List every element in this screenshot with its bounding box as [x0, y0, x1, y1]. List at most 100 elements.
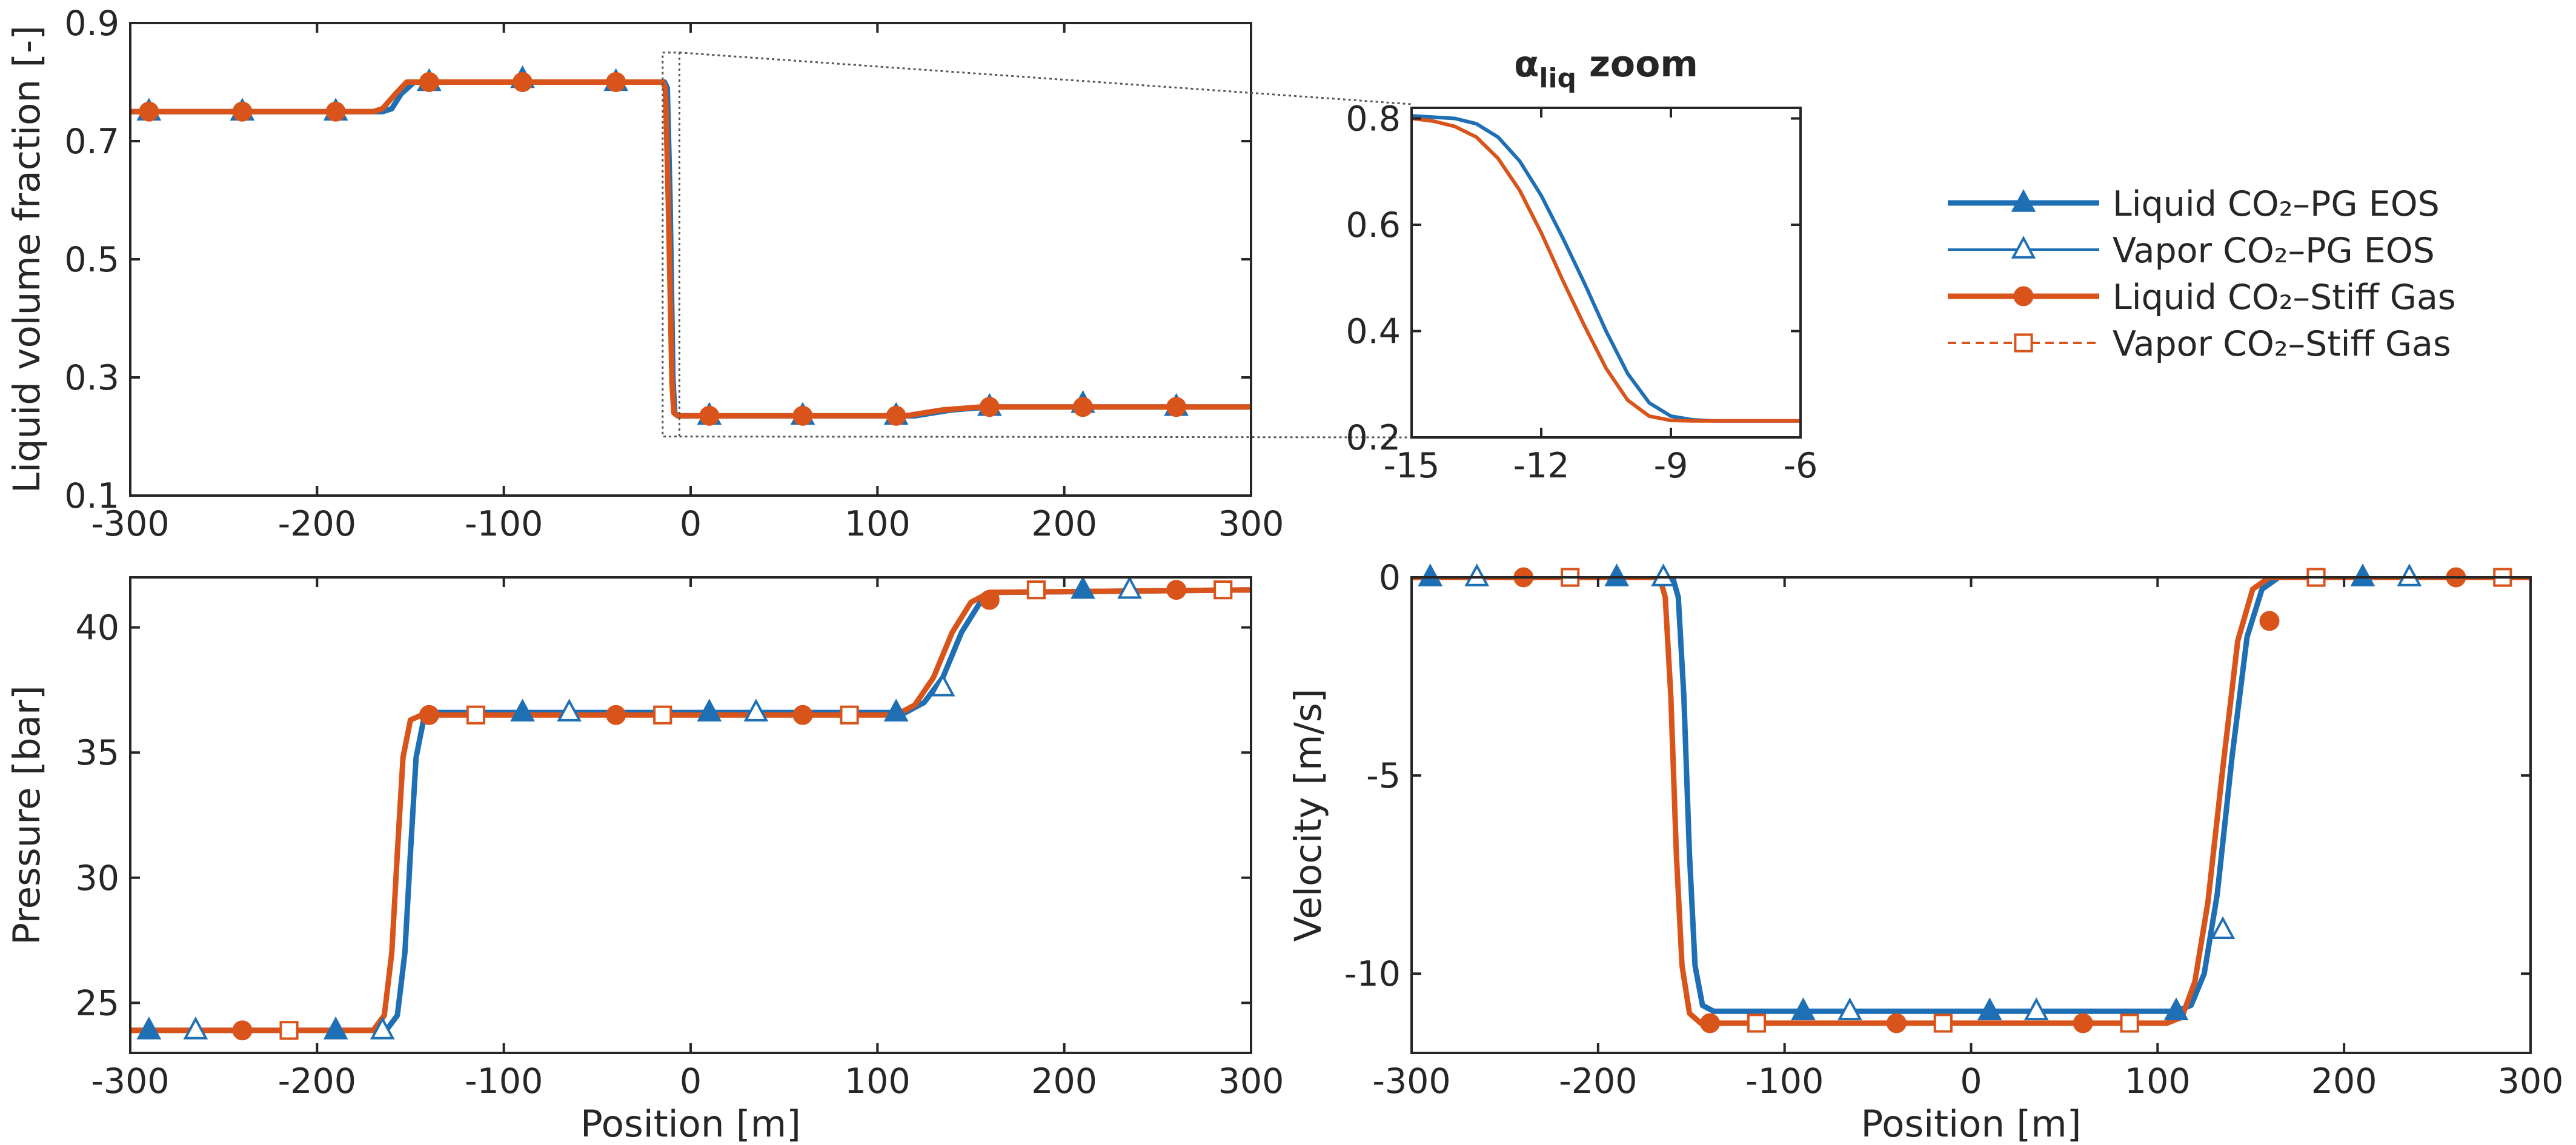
marker-liq_sg: [325, 101, 346, 122]
x-tick-label: 0: [1960, 1061, 1982, 1101]
marker-vap_sg: [1933, 1014, 1953, 1033]
x-tick-label: 100: [845, 1061, 911, 1101]
x-tick-label: 200: [2311, 1061, 2377, 1101]
marker-liq_sg: [513, 72, 533, 92]
marker-liq_sg: [886, 405, 906, 426]
marker-liq_sg: [979, 397, 1000, 417]
x-tick-label: -100: [465, 504, 543, 544]
marker-vap_pg: [183, 1016, 208, 1040]
zoom-connector: [679, 436, 1412, 439]
x-axis-label: Position [m]: [580, 1103, 801, 1145]
marker-liq_sg: [2259, 611, 2280, 631]
x-tick-label: 300: [1218, 1061, 1284, 1101]
series-line-vap_sg: [1412, 577, 2531, 1024]
marker-liq_pg: [1791, 997, 1816, 1021]
x-tick-label: -100: [465, 1061, 543, 1101]
marker-vap_sg: [1213, 580, 1233, 600]
y-tick-label: 30: [75, 858, 119, 898]
marker-vap_pg: [743, 699, 769, 722]
liquid-volume-fraction-chart: -300 -200 -100 0 100 200 300 0.1 0.3 0.5 0.7 0.9 Liq…: [5, 4, 1284, 544]
y-tick-label: -10: [1344, 954, 1401, 994]
y-tick-label: 0.6: [1346, 205, 1401, 245]
marker-liq_pg: [2163, 997, 2189, 1021]
marker-liq_sg: [1700, 1013, 1720, 1034]
marker-liq_pg: [1604, 563, 1629, 586]
series-line-liq_sg: [130, 79, 1251, 419]
marker-liq_pg: [510, 699, 535, 722]
y-tick-label: 0.2: [1346, 418, 1401, 458]
zoom-connector: [679, 51, 1412, 105]
marker-liq_pg: [1977, 997, 2002, 1021]
x-tick-label: 200: [1031, 504, 1097, 544]
x-tick-label: -300: [91, 1061, 169, 1101]
zoom-connector-lines: [662, 51, 1412, 439]
y-tick-label: 0.8: [1346, 99, 1401, 139]
axes-box: [1410, 107, 1802, 439]
title-sub: liq: [1539, 63, 1576, 94]
marker-vap_sg: [840, 705, 859, 725]
marker-vap_pg: [1117, 576, 1142, 599]
marker-vap_sg: [466, 705, 486, 725]
x-tick-label: 200: [1031, 1061, 1097, 1101]
marker-liq_sg: [232, 101, 253, 122]
marker-liq_sg: [1073, 397, 1093, 417]
marker-liq_sg: [979, 589, 1000, 610]
marker-liq_pg: [1418, 563, 1443, 586]
x-tick-label: -300: [1372, 1061, 1450, 1101]
legend-label: Vapor CO₂–PG EOS: [2113, 231, 2435, 271]
marker-liq_sg: [2073, 1013, 2093, 1034]
chart-title: αliq zoom: [1514, 43, 1698, 94]
y-tick-label: 0.3: [64, 358, 119, 398]
legend-label: Liquid CO₂–PG EOS: [2113, 184, 2440, 224]
marker-liq_sg: [1166, 580, 1187, 600]
marker-liq_sg: [232, 1020, 253, 1041]
alpha-zoom-chart: -15 -12 -9 -6 0.2 0.4 0.6 0.8 αliq zoom: [1346, 43, 1817, 486]
marker-liq_sg: [1166, 397, 1187, 417]
marker-vap_pg: [1464, 563, 1490, 586]
x-tick-label: -200: [1559, 1061, 1637, 1101]
pressure-chart: -300 -200 -100 0 100 200 300 25 30 35 40 Pressure […: [5, 576, 1284, 1145]
marker-vap_sg: [2120, 1014, 2139, 1033]
y-axis-label: Pressure [bar]: [5, 685, 48, 945]
legend-marker-vap_sg: [2014, 333, 2033, 353]
y-tick-label: 40: [75, 608, 119, 648]
x-tick-label: -9: [1654, 446, 1688, 486]
marker-liq_sg: [606, 705, 626, 725]
x-tick-label: -200: [278, 504, 356, 544]
x-tick-label: 0: [680, 1061, 702, 1101]
y-tick-label: 0.4: [1346, 312, 1401, 352]
y-axis-label: Velocity [m/s]: [1287, 688, 1330, 941]
y-tick-label: 25: [75, 983, 119, 1023]
title-rest: zoom: [1576, 43, 1698, 85]
y-tick-label: -5: [1366, 756, 1401, 796]
plot-area: [130, 79, 1251, 419]
legend-marker-liq_pg: [2011, 189, 2036, 212]
marker-vap_pg: [2023, 997, 2049, 1021]
x-tick-label: -300: [91, 504, 169, 544]
marker-liq_sg: [792, 705, 813, 725]
x-tick-label: -200: [278, 1061, 356, 1101]
legend: Liquid CO₂–PG EOS Vapor CO₂–PG EOS Liquid …: [1948, 184, 2456, 364]
y-axis-label: Liquid volume fraction [-]: [5, 25, 48, 493]
marker-liq_pg: [323, 1016, 348, 1040]
marker-vap_sg: [1747, 1014, 1767, 1033]
title-main: α: [1514, 43, 1539, 85]
y-tick-label: 0.5: [64, 240, 119, 280]
marker-vap_pg: [2397, 563, 2422, 586]
marker-liq_sg: [139, 101, 159, 122]
marker-liq_sg: [419, 72, 439, 92]
x-tick-label: 0: [680, 504, 702, 544]
marker-vap_pg: [1837, 997, 1862, 1021]
legend-label: Liquid CO₂–Stiff Gas: [2113, 277, 2456, 317]
marker-liq_pg: [136, 1016, 162, 1040]
marker-liq_sg: [419, 705, 439, 725]
marker-liq_sg: [1886, 1013, 1907, 1034]
y-tick-label: 0: [1379, 558, 1401, 598]
marker-vap_pg: [370, 1016, 395, 1040]
marker-liq_pg: [883, 699, 909, 722]
marker-vap_sg: [279, 1021, 299, 1040]
legend-marker-liq_sg: [2013, 286, 2034, 307]
y-tick-label: 0.1: [64, 476, 119, 516]
x-axis-label: Position [m]: [1861, 1103, 2082, 1145]
marker-liq_pg: [697, 699, 722, 722]
